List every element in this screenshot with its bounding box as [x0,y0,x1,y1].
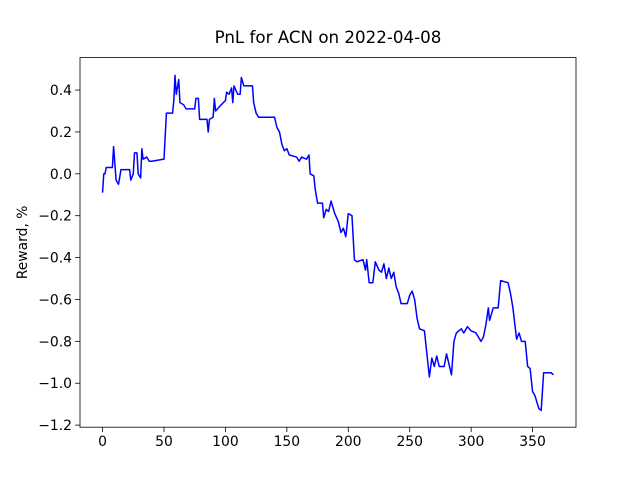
chart-title: PnL for ACN on 2022-04-08 [215,27,442,47]
x-tick-label: 350 [519,434,546,450]
x-tick-label: 150 [274,434,301,450]
y-tick-label: −0.4 [38,251,72,267]
x-tick-label: 50 [155,434,173,450]
y-tick-label: 0.0 [50,167,72,183]
y-tick-label: 0.2 [50,125,72,141]
x-tick-label: 0 [98,434,107,450]
x-tick-label: 300 [458,434,485,450]
y-tick-label: −0.8 [38,334,72,350]
line-series [101,74,554,412]
y-tick-label: −1.2 [38,418,72,434]
y-tick-label: 0.4 [50,83,72,99]
x-tick-label: 200 [335,434,362,450]
x-tick-label: 250 [396,434,423,450]
y-tick-label: −1.0 [38,376,72,392]
y-axis-label: Reward, % [15,206,31,280]
x-tick-label: 100 [212,434,239,450]
y-tick-label: −0.2 [38,209,72,225]
y-tick-label: −0.6 [38,292,72,308]
axes-frame [79,57,577,428]
